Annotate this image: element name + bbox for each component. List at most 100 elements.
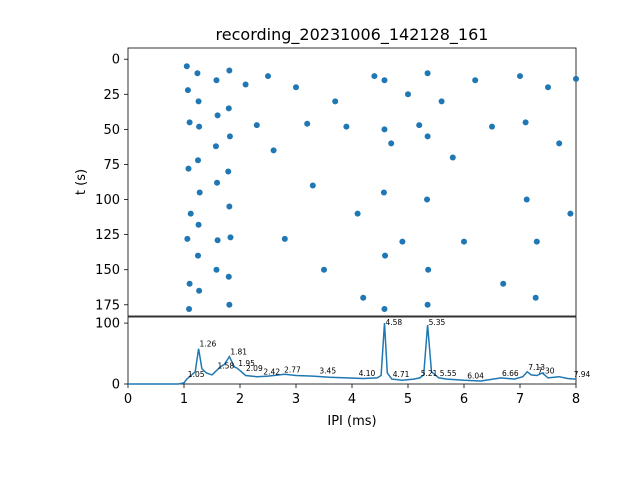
scatter-point (472, 77, 479, 84)
histogram-x-tick-label: 0 (124, 392, 132, 407)
histogram-y-ticks: 0 100 (95, 317, 128, 393)
scatter-point (194, 70, 201, 77)
scatter-point (438, 98, 445, 105)
scatter-point (380, 189, 387, 196)
scatter-point (281, 235, 288, 242)
histogram-x-tick-label: 5 (404, 392, 412, 407)
scatter-point (449, 154, 456, 161)
scatter-point (226, 67, 233, 74)
scatter-point (226, 133, 233, 140)
histogram-peak-label: 5.21 (421, 369, 438, 378)
histogram-x-ticks: 0 1 2 3 4 5 6 7 8 (124, 384, 580, 407)
scatter-y-tick-label: 175 (95, 298, 120, 313)
scatter-point (371, 73, 378, 80)
scatter-point (556, 140, 563, 147)
histogram-peak-label: 2.09 (246, 364, 263, 373)
scatter-y-ticks: 0 25 50 75 100 125 150 175 (95, 53, 128, 313)
histogram-peak-label: 7.13 (528, 363, 545, 372)
scatter-point (500, 280, 507, 287)
histogram-y-tick-label: 100 (95, 317, 120, 332)
scatter-y-tick-label: 125 (95, 228, 120, 243)
scatter-axes-frame (127, 47, 577, 317)
scatter-point (354, 210, 361, 217)
scatter-y-tick-label: 75 (103, 158, 120, 173)
scatter-point (225, 273, 232, 280)
scatter-point (214, 237, 221, 244)
scatter-point (214, 112, 221, 119)
histogram-x-tick-label: 3 (292, 392, 300, 407)
histogram-x-tick-label: 4 (348, 392, 356, 407)
scatter-point (405, 91, 411, 98)
scatter-y-tick-label: 50 (103, 123, 120, 138)
histogram-peak-label: 6.04 (467, 371, 484, 380)
scatter-points (183, 63, 579, 312)
scatter-point (195, 221, 202, 228)
scatter-point (226, 301, 233, 308)
histogram-peak-label: 1.95 (238, 359, 255, 368)
scatter-point (214, 179, 221, 186)
scatter-point (186, 119, 193, 126)
scatter-point (253, 122, 260, 129)
histogram-peak-labels: 1.05 1.26 1.58 1.81 1.952.09 2.42 2.77 3.45 4.10… (188, 318, 591, 380)
scatter-point (567, 210, 574, 217)
scatter-point (196, 287, 203, 294)
scatter-point (424, 301, 431, 308)
scatter-point (226, 203, 233, 210)
scatter-point (212, 143, 219, 150)
histogram-peak-label: 7.30 (538, 366, 555, 375)
scatter-point (184, 87, 191, 94)
scatter-point (213, 77, 220, 84)
histogram-x-tick-label: 2 (236, 392, 244, 407)
scatter-point (381, 126, 388, 133)
scatter-point (225, 168, 232, 175)
histogram-axes-frame (127, 316, 577, 385)
scatter-point (293, 84, 299, 91)
scatter-y-tick-label: 25 (103, 88, 120, 103)
scatter-point (388, 140, 395, 147)
scatter-point (489, 123, 495, 130)
scatter-point (185, 165, 192, 172)
scatter-point (381, 305, 388, 312)
scatter-y-tick-label: 0 (112, 53, 120, 68)
scatter-point (195, 252, 201, 259)
histogram-x-tick-label: 6 (460, 392, 468, 407)
scatter-point (424, 70, 431, 77)
scatter-point (424, 133, 431, 140)
scatter-point (186, 305, 193, 312)
scatter-y-tick-label: 100 (95, 193, 120, 208)
histogram-peak-label: 4.10 (359, 369, 376, 378)
scatter-point (187, 210, 194, 217)
scatter-point (522, 119, 529, 126)
scatter-point (265, 73, 271, 80)
scatter-point (332, 98, 339, 105)
histogram-peak-label: 1.26 (200, 340, 217, 349)
scatter-point (360, 294, 367, 301)
scatter-point (381, 77, 388, 84)
raster-scatter-panel: 0 25 50 75 100 125 150 175 t (s) (74, 47, 579, 317)
scatter-point (195, 157, 201, 164)
histogram-x-tick-label: 7 (516, 392, 524, 407)
scatter-point (523, 196, 530, 203)
scatter-point (304, 120, 311, 127)
chart-title: recording_20231006_142128_161 (216, 25, 489, 45)
histogram-peak-label: 1.81 (230, 348, 247, 357)
scatter-point (399, 238, 406, 245)
scatter-point (416, 122, 423, 129)
histogram-peak-label: 5.35 (429, 318, 446, 327)
scatter-point (270, 147, 277, 154)
scatter-point (461, 238, 467, 245)
histogram-line (128, 323, 577, 385)
histogram-peak-label: 7.94 (574, 370, 591, 379)
scatter-point (225, 105, 232, 112)
histogram-x-tick-label: 1 (180, 392, 188, 407)
scatter-point (227, 234, 234, 241)
scatter-point (309, 182, 316, 189)
histogram-peak-label: 4.71 (393, 370, 410, 379)
scatter-point (532, 294, 539, 301)
scatter-point (186, 280, 193, 287)
histogram-peak-label: 1.05 (188, 370, 205, 379)
scatter-point (321, 266, 327, 273)
histogram-peak-label: 1.58 (217, 362, 234, 371)
